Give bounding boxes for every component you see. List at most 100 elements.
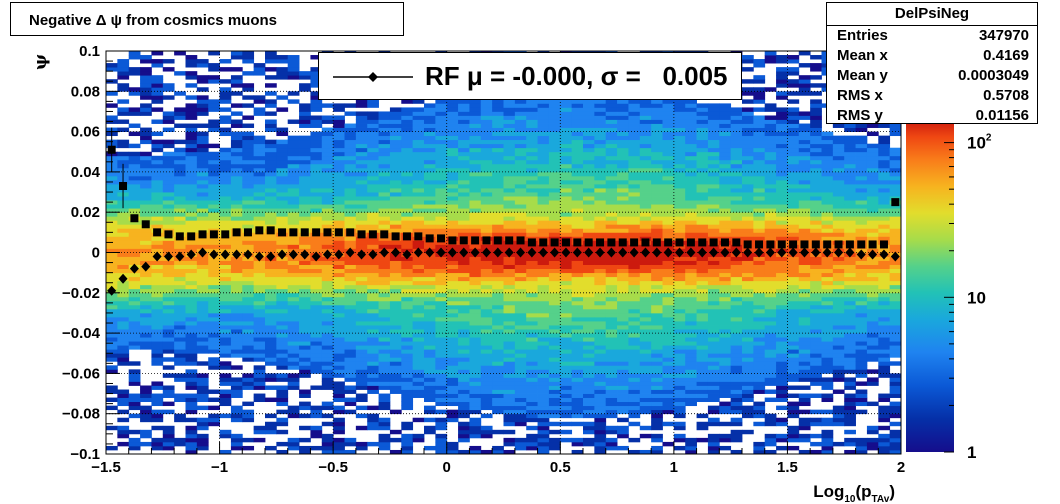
heatmap-cell: [571, 409, 584, 415]
heatmap-cell: [299, 292, 311, 298]
heatmap-cell: [412, 381, 425, 386]
heatmap-cell: [230, 268, 243, 274]
heatmap-cell: [480, 147, 493, 153]
heatmap-cell: [333, 381, 345, 386]
heatmap-cell: [276, 71, 289, 76]
heatmap-cell: [242, 445, 255, 451]
heatmap-cell: [219, 296, 232, 302]
heatmap-cell: [230, 341, 243, 346]
heatmap-cell: [696, 135, 709, 141]
heatmap-cell: [605, 397, 618, 403]
heatmap-cell: [548, 139, 561, 145]
heatmap-cell: [219, 175, 232, 181]
heatmap-cell: [435, 119, 448, 124]
heatmap-cell: [492, 111, 504, 116]
heatmap-cell: [287, 288, 300, 294]
heatmap-cell: [424, 151, 436, 157]
heatmap-cell: [367, 276, 379, 282]
heatmap-cell: [367, 244, 379, 249]
heatmap-cell: [424, 284, 436, 290]
heatmap-cell: [265, 119, 277, 124]
heatmap-cell: [764, 284, 777, 290]
heatmap-cell: [605, 280, 618, 286]
heatmap-cell: [753, 284, 766, 290]
heatmap-cell: [219, 321, 232, 326]
heatmap-cell: [174, 413, 186, 419]
heatmap-cell: [196, 131, 209, 137]
heatmap-cell: [128, 312, 141, 318]
heatmap-cell: [208, 357, 220, 362]
heatmap-cell: [321, 151, 334, 157]
heatmap-cell: [594, 401, 607, 407]
heatmap-cell: [560, 131, 573, 137]
heatmap-cell: [469, 220, 482, 225]
heatmap-cell: [151, 393, 164, 398]
heatmap-cell: [458, 135, 470, 141]
heatmap-cell: [162, 151, 175, 157]
heatmap-cell: [196, 288, 209, 294]
heatmap-cell: [401, 393, 414, 398]
heatmap-cell: [605, 224, 618, 229]
heatmap-cell: [628, 337, 641, 342]
heatmap-cell: [594, 280, 607, 286]
heatmap-cell: [435, 135, 448, 141]
heatmap-cell: [446, 312, 459, 318]
heatmap-cell: [117, 252, 130, 257]
heatmap-cell: [378, 353, 391, 358]
heatmap-cell: [469, 329, 482, 334]
heatmap-cell: [571, 196, 584, 201]
heatmap-cell: [730, 256, 743, 261]
heatmap-cell: [446, 276, 459, 282]
heatmap-cell: [287, 308, 300, 314]
heatmap-cell: [719, 421, 732, 427]
heatmap-cell: [742, 232, 754, 237]
heatmap-cell: [480, 349, 493, 354]
heatmap-cell: [162, 341, 175, 346]
heatmap-cell: [571, 272, 584, 278]
heatmap-cell: [617, 212, 629, 217]
heatmap-cell: [162, 349, 175, 354]
heatmap-cell: [276, 337, 289, 342]
heatmap-cell: [185, 135, 198, 141]
heatmap-cell: [526, 361, 538, 366]
heatmap-cell: [242, 341, 255, 346]
heatmap-cell: [753, 321, 766, 326]
heatmap-cell: [548, 385, 561, 390]
heatmap-cell: [719, 341, 732, 346]
heatmap-cell: [458, 333, 470, 338]
heatmap-cell: [219, 131, 232, 137]
heatmap-cell: [230, 405, 243, 411]
heatmap-cell: [742, 381, 754, 386]
heatmap-cell: [151, 341, 164, 346]
heatmap-cell: [106, 308, 118, 314]
heatmap-cell: [469, 445, 482, 451]
heatmap-cell: [389, 357, 402, 362]
heatmap-cell: [185, 333, 198, 338]
heatmap-cell: [140, 196, 152, 201]
heatmap-cell: [321, 357, 334, 362]
heatmap-cell: [367, 316, 379, 322]
heatmap-cell: [707, 272, 720, 278]
heatmap-cell: [753, 401, 766, 407]
heatmap-cell: [276, 345, 289, 350]
heatmap-cell: [344, 284, 357, 290]
heatmap-cell: [492, 268, 504, 274]
heatmap-cell: [707, 212, 720, 217]
heatmap-cell: [219, 272, 232, 278]
heatmap-cell: [401, 377, 414, 382]
heatmap-cell: [764, 312, 777, 318]
heatmap-cell: [174, 272, 186, 278]
heatmap-cell: [537, 325, 550, 330]
heatmap-cell: [617, 268, 629, 274]
heatmap-cell: [571, 139, 584, 145]
heatmap-cell: [480, 143, 493, 149]
heatmap-cell: [242, 312, 255, 318]
heatmap-cell: [469, 300, 482, 306]
heatmap-cell: [162, 288, 175, 294]
heatmap-cell: [662, 409, 675, 415]
heatmap-cell: [537, 401, 550, 407]
heatmap-cell: [185, 349, 198, 354]
heatmap-cell: [503, 405, 516, 411]
heatmap-cell: [230, 139, 243, 145]
heatmap-cell: [344, 308, 357, 314]
